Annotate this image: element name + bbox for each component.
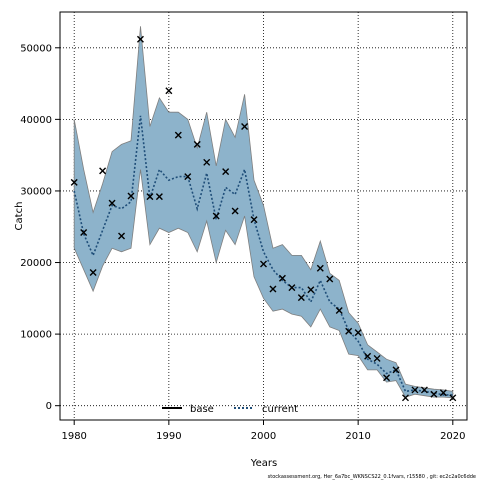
observed-point	[383, 374, 391, 382]
observed-point	[89, 269, 97, 277]
observed-point	[80, 228, 88, 236]
x-tick-label: 1980	[61, 431, 86, 442]
x-axis-ticks: 1980 1990 2000 2010 2020	[61, 420, 466, 442]
observed-point	[193, 140, 201, 148]
observed-point	[155, 193, 163, 201]
observed-point	[326, 275, 334, 283]
x-tick-label: 2010	[345, 431, 370, 442]
current-series-line	[73, 115, 453, 396]
observed-markers	[70, 35, 457, 402]
legend-current-label: current	[262, 404, 298, 415]
y-tick-label: 10000	[20, 330, 52, 341]
observed-point	[420, 386, 428, 394]
observed-point	[203, 158, 211, 166]
observed-point	[118, 232, 126, 240]
y-tick-label: 0	[46, 401, 52, 412]
observed-point	[260, 260, 267, 268]
observed-point	[127, 192, 135, 200]
x-axis-title: Years	[250, 458, 277, 469]
y-tick-label: 20000	[20, 258, 52, 269]
observed-point	[184, 173, 192, 181]
observed-point	[278, 274, 286, 282]
observed-point	[241, 123, 249, 131]
observed-point	[373, 354, 381, 362]
observed-point	[449, 394, 457, 402]
observed-point	[288, 284, 296, 292]
observed-point	[250, 216, 258, 224]
observed-point	[269, 285, 277, 293]
observed-point	[401, 394, 409, 402]
observed-point	[316, 264, 324, 272]
observed-point	[136, 35, 144, 43]
observed-point	[307, 286, 315, 294]
observed-point	[70, 178, 78, 186]
y-axis-title: Catch	[14, 202, 25, 231]
observed-point	[297, 294, 305, 302]
observed-point	[430, 390, 438, 398]
y-tick-label: 40000	[20, 115, 52, 126]
observed-point	[439, 389, 447, 397]
observed-point	[354, 329, 362, 337]
observed-point	[108, 199, 116, 207]
y-axis-ticks: 0 10000 20000 30000 40000 50000	[20, 43, 60, 412]
observed-point	[364, 352, 372, 360]
x-tick-label: 1990	[156, 431, 181, 442]
x-tick-label: 2000	[251, 431, 276, 442]
observed-point	[335, 306, 343, 314]
legend: base current	[162, 404, 298, 415]
y-tick-label: 50000	[20, 43, 52, 54]
observed-point	[222, 168, 230, 176]
y-tick-label: 30000	[20, 186, 52, 197]
observed-point	[174, 131, 182, 139]
x-tick-label: 2020	[440, 431, 465, 442]
legend-base-label: base	[190, 404, 214, 415]
observed-point	[411, 386, 419, 394]
observed-point	[345, 327, 353, 335]
observed-point	[231, 207, 239, 215]
observed-point	[392, 366, 400, 374]
observed-point	[165, 87, 173, 95]
observed-point	[99, 167, 107, 175]
observed-point	[212, 212, 220, 220]
observed-point	[146, 193, 154, 201]
footnote: stockassessment.org, Her_6a7bc_WKNSCS22_…	[268, 474, 476, 480]
